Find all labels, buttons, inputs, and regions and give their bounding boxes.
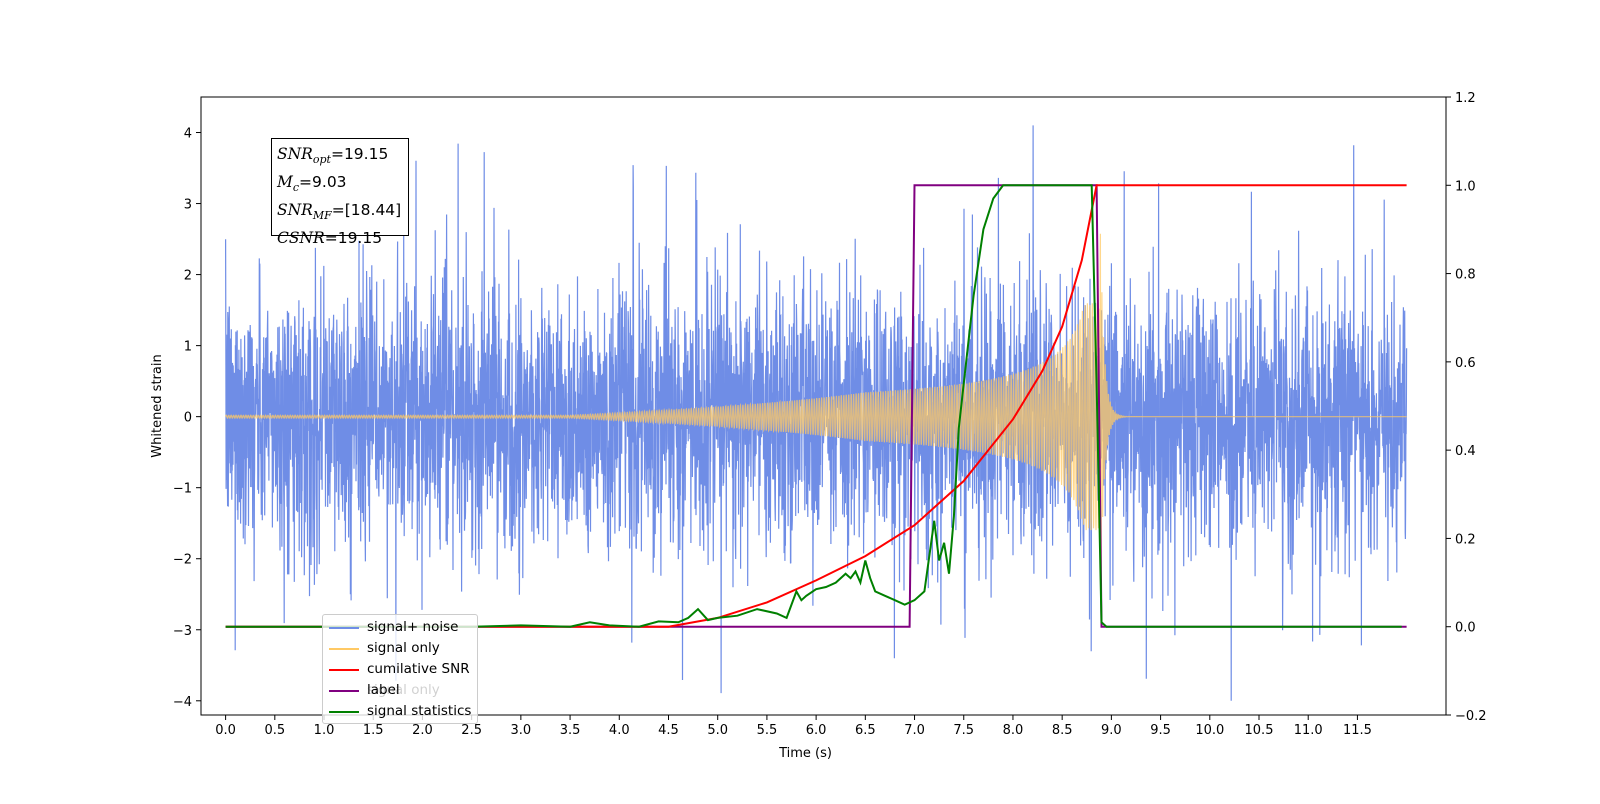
legend-obscured-text: signal only xyxy=(367,682,440,698)
x-tick-label-7: 3.5 xyxy=(560,723,581,738)
y2-tick-label-1: 1.0 xyxy=(1455,179,1476,194)
y-axis-label: Whitened strain xyxy=(150,354,165,457)
x-axis-label: Time (s) xyxy=(778,746,832,761)
x-tick-label-22: 11.0 xyxy=(1294,723,1323,738)
plot-frame xyxy=(200,96,1447,716)
x-tick-label-20: 10.0 xyxy=(1195,723,1224,738)
x-tick-label-15: 7.5 xyxy=(953,723,974,738)
snr-mf-line: SNRMF=[18.44] xyxy=(277,199,403,227)
snr-opt-value: =19.15 xyxy=(330,145,389,163)
legend-label: signal statistics xyxy=(367,703,472,719)
y-tick-label-4: 0 xyxy=(184,411,192,426)
snr-opt-line: SNRopt=19.15 xyxy=(277,143,403,171)
x-tick-label-10: 5.0 xyxy=(707,723,728,738)
x-tick-label-9: 4.5 xyxy=(658,723,679,738)
mc-sub: c xyxy=(292,181,300,195)
snr-opt-sub: opt xyxy=(312,153,331,167)
x-tick-label-18: 9.0 xyxy=(1101,723,1122,738)
x-tick-label-13: 6.5 xyxy=(855,723,876,738)
mc-value: =9.03 xyxy=(299,173,347,192)
x-tick-label-14: 7.0 xyxy=(904,723,925,738)
y-tick-label-7: −3 xyxy=(173,624,192,639)
legend-swatch xyxy=(329,669,359,671)
y2-tick-label-2: 0.8 xyxy=(1455,268,1476,283)
y-tick-label-8: −4 xyxy=(173,695,192,710)
legend-swatch xyxy=(329,690,359,692)
mc-line: Mc=9.03 xyxy=(277,171,403,199)
y2-tick-label-0: 1.2 xyxy=(1455,91,1476,106)
x-tick-label-4: 2.0 xyxy=(412,723,433,738)
legend-label: signal+ noise xyxy=(367,619,459,635)
y2-tick-label-6: 0.0 xyxy=(1455,621,1476,636)
legend-swatch xyxy=(329,648,359,650)
legend-label: cumilative SNR xyxy=(367,661,470,677)
x-tick-label-3: 1.5 xyxy=(363,723,384,738)
x-tick-label-8: 4.0 xyxy=(609,723,630,738)
series-signal-only xyxy=(225,233,1407,569)
x-tick-label-23: 11.5 xyxy=(1343,723,1372,738)
csnr-line: CSNR=19.15 xyxy=(277,227,403,249)
x-tick-label-21: 10.5 xyxy=(1245,723,1274,738)
y-tick-label-5: −1 xyxy=(173,482,192,497)
y-tick-label-1: 3 xyxy=(184,198,192,213)
legend-swatch xyxy=(329,711,359,713)
snr-mf-label: SNR xyxy=(277,201,313,220)
y-tick-label-2: 2 xyxy=(184,269,192,284)
csnr-label: CSNR xyxy=(277,229,325,248)
y2-tick-label-3: 0.6 xyxy=(1455,356,1476,371)
series-signal-noise xyxy=(225,125,1408,701)
snr-opt-label: SNR xyxy=(277,145,313,163)
x-tick-label-2: 1.0 xyxy=(314,723,335,738)
y-tick-label-0: 4 xyxy=(184,127,192,142)
x-tick-label-5: 2.5 xyxy=(461,723,482,738)
y2-tick-label-7: −0.2 xyxy=(1455,709,1487,724)
stats-annotation-box: SNRopt=19.15 Mc=9.03 SNRMF=[18.44] CSNR=… xyxy=(271,138,409,247)
series-signal-statistics xyxy=(225,184,1402,628)
legend-item-label: label signal only xyxy=(323,680,477,701)
x-tick-label-19: 9.5 xyxy=(1150,723,1171,738)
y-tick-label-6: −2 xyxy=(173,553,192,568)
csnr-value: =19.15 xyxy=(324,229,383,248)
legend-item-signal-statistics: signal statistics xyxy=(323,701,477,722)
y2-tick-label-4: 0.4 xyxy=(1455,444,1476,459)
x-tick-label-11: 5.5 xyxy=(757,723,778,738)
x-tick-label-0: 0.0 xyxy=(215,723,236,738)
x-tick-label-16: 8.0 xyxy=(1003,723,1024,738)
legend-label: label xyxy=(367,682,400,698)
legend-item-signal-noise: signal+ noise xyxy=(323,617,477,638)
legend-label: signal only xyxy=(367,640,440,656)
mc-label: M xyxy=(277,173,293,192)
y2-tick-label-5: 0.2 xyxy=(1455,532,1476,547)
x-tick-label-12: 6.0 xyxy=(806,723,827,738)
snr-mf-value: =[18.44] xyxy=(331,201,402,220)
y-tick-label-3: 1 xyxy=(184,340,192,355)
x-tick-label-1: 0.5 xyxy=(264,723,285,738)
x-tick-label-6: 3.0 xyxy=(511,723,532,738)
legend-item-cumilative-snr: cumilative SNR xyxy=(323,659,477,680)
legend-swatch xyxy=(329,627,359,629)
x-tick-label-17: 8.5 xyxy=(1052,723,1073,738)
snr-mf-sub: MF xyxy=(312,209,332,223)
legend-item-signal-only: signal only xyxy=(323,638,477,659)
legend: signal+ noise signal only cumilative SNR… xyxy=(322,614,478,724)
